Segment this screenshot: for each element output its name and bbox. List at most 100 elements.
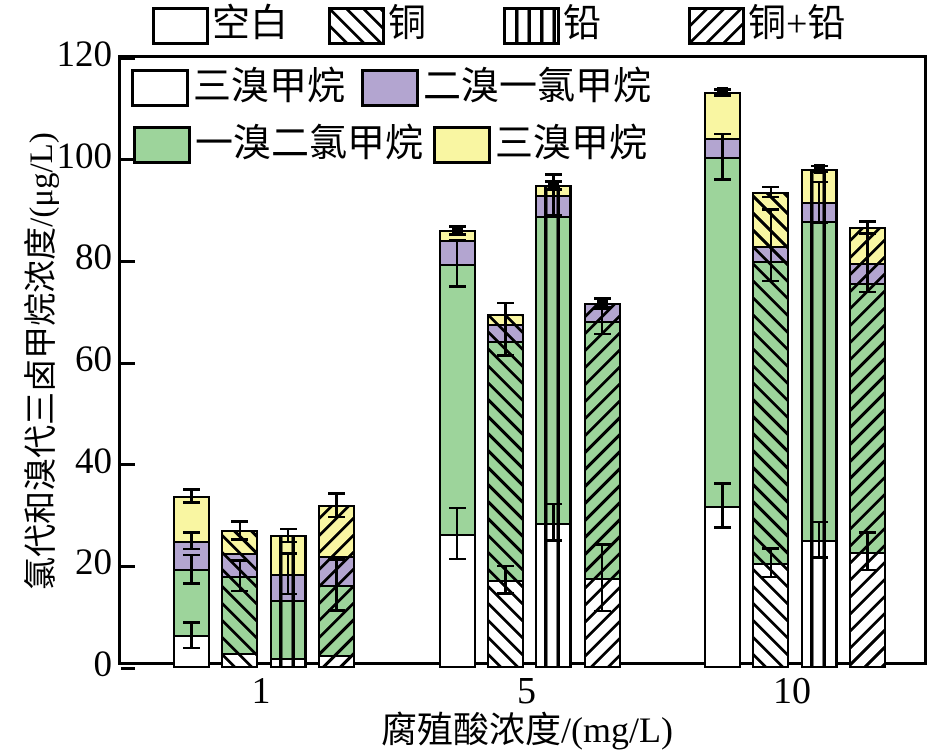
color-legend-label: 一溴二氯甲烷	[195, 123, 424, 165]
color-swatch	[131, 69, 189, 107]
error-bar-cap	[859, 531, 876, 534]
error-cap-square	[548, 180, 560, 191]
stack-segment	[704, 505, 741, 668]
error-bar-cap	[859, 290, 876, 294]
hatch-legend-label: 铅	[563, 3, 602, 45]
error-bar	[504, 302, 507, 325]
error-bar	[335, 559, 338, 611]
铜+铅-swatch	[688, 7, 745, 45]
color-legend-label: 三溴甲烷	[495, 123, 648, 165]
error-bar-cap	[810, 180, 828, 184]
stack-segment	[849, 282, 886, 554]
error-bar-cap	[593, 609, 611, 613]
error-bar	[721, 133, 724, 180]
bar-10-铅	[800, 168, 838, 668]
error-cap-square	[813, 163, 825, 174]
error-bar-cap	[545, 502, 563, 506]
error-bar-cap	[183, 501, 200, 504]
error-cap-square	[596, 297, 608, 308]
y-tick-label: 40	[75, 440, 112, 482]
color-legend-label: 二溴一氯甲烷	[423, 66, 652, 108]
error-bar-cap	[593, 543, 611, 546]
error-bar	[286, 528, 290, 542]
error-bar-cap	[762, 279, 780, 283]
hatch-legend-label: 空白	[212, 3, 289, 45]
error-bar-cap	[183, 488, 200, 491]
error-bar-cap	[545, 539, 563, 542]
error-bar	[504, 324, 507, 356]
error-bar	[238, 560, 242, 591]
error-bar-cap	[714, 132, 731, 136]
error-bar	[190, 554, 193, 584]
error-bar-cap	[448, 285, 466, 288]
error-bar-cap	[183, 582, 200, 585]
error-bar-cap	[328, 492, 345, 495]
error-bar-cap	[279, 552, 297, 555]
error-bar-cap	[231, 520, 249, 523]
error-bar	[286, 553, 290, 594]
color-swatch	[133, 126, 191, 164]
color-legend-label: 三溴甲烷	[193, 66, 346, 108]
error-bar-cap	[545, 214, 563, 217]
error-bar-cap	[545, 173, 563, 176]
error-bar	[504, 565, 507, 594]
y-tick	[121, 361, 135, 365]
error-bar-cap	[279, 592, 297, 596]
error-bar-cap	[859, 568, 876, 572]
空白-swatch	[152, 7, 209, 45]
error-bar-cap	[448, 239, 466, 242]
error-bar	[817, 521, 821, 558]
error-bar-cap	[496, 592, 514, 595]
error-bar	[866, 532, 869, 570]
铜-swatch-hatch	[331, 10, 382, 42]
plot-area: 三溴甲烷 二溴一氯甲烷 一溴二氯甲烷 三溴甲烷	[118, 55, 927, 670]
y-tick	[121, 564, 135, 568]
error-bar-cap	[231, 538, 249, 541]
error-bar-cap	[183, 553, 200, 557]
铅-swatch-hatch	[506, 10, 557, 42]
x-tick-label: 5	[517, 670, 536, 712]
error-bar-cap	[762, 575, 780, 578]
error-bar	[817, 181, 821, 223]
error-bar-cap	[714, 482, 731, 485]
y-axis-title: 氯代和溴代三卤甲烷浓度/(μg/L)	[24, 132, 60, 590]
stack-segment	[486, 340, 524, 583]
error-bar	[600, 308, 604, 334]
error-bar-cap	[496, 323, 514, 327]
error-bar-cap	[231, 559, 249, 562]
error-bar-cap	[762, 208, 780, 211]
y-tick	[121, 259, 135, 263]
bar-10-空白	[704, 92, 741, 668]
stack-segment	[752, 562, 790, 668]
error-bar	[600, 544, 604, 611]
stack-segment	[704, 156, 741, 508]
error-bar	[190, 489, 193, 503]
y-tick-label: 100	[56, 135, 113, 177]
铅-swatch	[503, 7, 560, 45]
bar-5-空白	[438, 230, 476, 668]
error-bar-cap	[328, 609, 345, 612]
error-bar	[335, 493, 338, 517]
y-tick-label: 20	[75, 542, 112, 584]
error-bar-cap	[714, 526, 731, 529]
error-bar-cap	[859, 220, 876, 223]
error-bar-cap	[496, 301, 514, 304]
bar-1-空白	[173, 495, 210, 668]
stack-segment	[438, 533, 476, 668]
x-tick-label: 10	[773, 670, 811, 712]
y-tick-label: 0	[93, 644, 113, 685]
stack-segment	[752, 260, 790, 565]
y-tick	[121, 463, 135, 467]
error-bar-cap	[810, 221, 828, 224]
error-bar-cap	[279, 527, 297, 531]
铜-swatch	[328, 7, 385, 45]
error-bar	[455, 240, 459, 287]
x-axis-title: 腐殖酸浓度/(mg/L)	[381, 710, 673, 750]
error-bar	[769, 548, 773, 577]
error-bar-cap	[496, 354, 514, 357]
error-bar-cap	[183, 621, 200, 624]
铜+铅-swatch-hatch	[691, 10, 742, 42]
error-bar-cap	[448, 506, 466, 510]
y-tick	[121, 158, 135, 162]
hatch-legend-label: 铜+铅	[748, 3, 846, 45]
